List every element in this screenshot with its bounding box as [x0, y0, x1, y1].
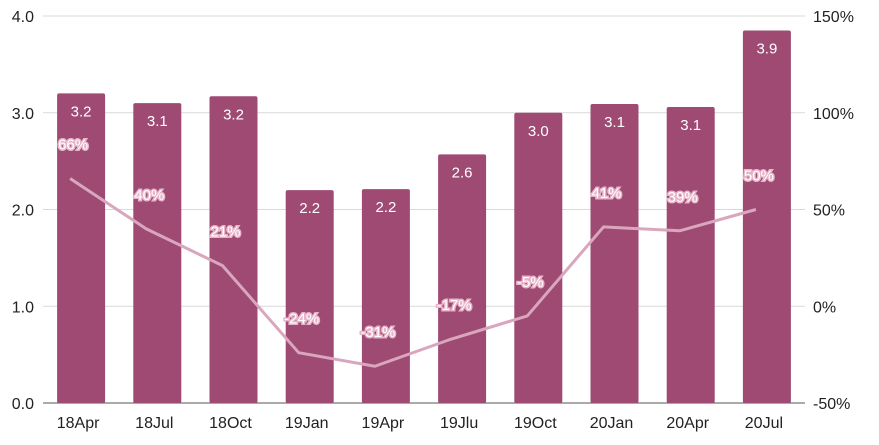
- bar: [361, 189, 410, 403]
- bar: [209, 96, 258, 404]
- line-value-label: 50%: [744, 168, 774, 185]
- line-path: [69, 177, 757, 368]
- right-axis: -50% 0% 50% 100% 150%: [813, 9, 854, 413]
- right-axis-tick-label: 50%: [813, 203, 845, 220]
- right-axis-tick-label: 0%: [813, 299, 836, 316]
- bar: [285, 190, 334, 403]
- line-value-label: -5%: [517, 274, 544, 291]
- left-axis-tick-label: 0.0: [12, 396, 34, 413]
- line-value-label: -24%: [284, 311, 319, 328]
- left-axis-tick-label: 3.0: [12, 106, 34, 123]
- bar-value-label: 3.1: [604, 114, 625, 131]
- line-value-label: 41%: [591, 185, 621, 202]
- x-axis-tick-label: 19Apr: [362, 415, 405, 432]
- x-axis-tick-label: 20Jan: [590, 415, 634, 432]
- right-axis-tick-label: -50%: [813, 396, 850, 413]
- line-value-label: -17%: [437, 297, 472, 314]
- bar: [742, 30, 791, 403]
- line-value-label: 66%: [58, 137, 88, 154]
- x-axis-tick-label: 19Oct: [514, 415, 557, 432]
- x-axis-tick-label: 20Apr: [666, 415, 709, 432]
- bar-value-label: 3.1: [680, 117, 701, 134]
- x-axis-tick-label: 18Apr: [57, 415, 100, 432]
- line-value-labels: 66% 40% 21% -24% -31% -17% -5% 41% 39% 50%: [57, 135, 776, 343]
- right-axis-tick-label: 100%: [813, 106, 854, 123]
- bar-value-label: 3.9: [756, 41, 777, 58]
- x-axis-tick-label: 18Jul: [135, 415, 173, 432]
- left-axis-tick-label: 2.0: [12, 203, 34, 220]
- x-axis-tick-label: 20Jul: [745, 415, 783, 432]
- bar-value-label: 2.2: [299, 200, 320, 217]
- bar: [438, 154, 487, 403]
- line-value-label: 39%: [668, 189, 698, 206]
- bar-value-label: 3.2: [223, 106, 244, 123]
- bar: [133, 103, 182, 403]
- x-axis: 18Apr 18Jul 18Oct 19Jan 19Apr 19Jlu 19Oct 20Jan…: [57, 415, 783, 432]
- bar-value-label: 3.0: [528, 123, 549, 140]
- left-axis: 0.0 1.0 2.0 3.0 4.0: [12, 9, 34, 413]
- bar: [514, 112, 563, 403]
- bar-value-label: 3.2: [71, 103, 92, 120]
- right-axis-tick-label: 150%: [813, 9, 854, 26]
- bar-value-label: 2.2: [375, 199, 396, 216]
- line-series: [69, 177, 757, 368]
- bar: [590, 104, 639, 403]
- left-axis-tick-label: 1.0: [12, 299, 34, 316]
- bar: [666, 106, 715, 403]
- bar: [57, 93, 106, 404]
- bar-value-label: 2.6: [452, 164, 473, 181]
- x-axis-tick-label: 18Oct: [209, 415, 252, 432]
- bar-value-labels: 3.2 3.1 3.2 2.2 2.2 2.6 3.0 3.1 3.1 3.9: [71, 41, 778, 218]
- bar-value-label: 3.1: [147, 113, 168, 130]
- bar-series: [57, 30, 791, 404]
- line-value-label: -31%: [360, 324, 395, 341]
- x-axis-tick-label: 19Jan: [285, 415, 329, 432]
- line-value-label: 21%: [210, 224, 240, 241]
- x-axis-tick-label: 19Jlu: [440, 415, 478, 432]
- left-axis-tick-label: 4.0: [12, 9, 34, 26]
- line-value-label: 40%: [134, 187, 164, 204]
